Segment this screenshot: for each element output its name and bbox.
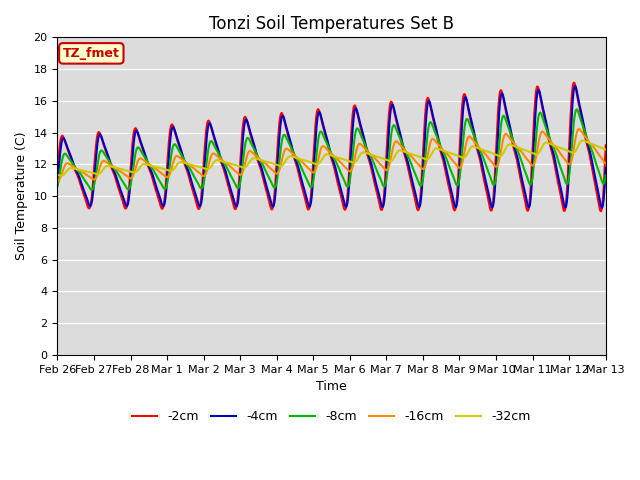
-16cm xyxy=(430,136,438,142)
-16cm xyxy=(491,163,499,169)
-2cm xyxy=(602,143,609,148)
-16cm xyxy=(295,157,303,163)
-4cm xyxy=(275,138,283,144)
-2cm xyxy=(275,123,283,129)
-8cm xyxy=(54,183,61,189)
-16cm xyxy=(275,168,283,174)
-32cm xyxy=(110,165,118,170)
-32cm xyxy=(482,148,490,154)
-8cm xyxy=(492,179,499,184)
-2cm xyxy=(295,171,303,177)
-8cm xyxy=(482,161,490,167)
-4cm xyxy=(491,188,499,193)
Line: -32cm: -32cm xyxy=(58,141,605,176)
-8cm xyxy=(296,160,303,166)
-2cm xyxy=(597,208,605,214)
-2cm xyxy=(54,169,61,175)
-32cm xyxy=(54,172,61,178)
-8cm xyxy=(573,107,580,112)
-32cm xyxy=(492,152,499,157)
X-axis label: Time: Time xyxy=(316,380,347,393)
-8cm xyxy=(276,155,284,161)
-32cm xyxy=(296,156,303,162)
-32cm xyxy=(276,163,284,168)
Line: -16cm: -16cm xyxy=(58,129,605,180)
-16cm xyxy=(109,164,117,170)
-8cm xyxy=(110,166,118,171)
-4cm xyxy=(602,165,609,170)
-32cm xyxy=(58,173,65,179)
-4cm xyxy=(481,175,489,180)
Legend: -2cm, -4cm, -8cm, -16cm, -32cm: -2cm, -4cm, -8cm, -16cm, -32cm xyxy=(127,405,536,428)
-8cm xyxy=(431,128,438,133)
-8cm xyxy=(602,172,609,178)
Line: -8cm: -8cm xyxy=(58,109,605,190)
-4cm xyxy=(598,205,605,211)
-32cm xyxy=(602,147,609,153)
-16cm xyxy=(481,151,489,156)
-2cm xyxy=(430,119,438,125)
-4cm xyxy=(109,167,117,173)
Line: -4cm: -4cm xyxy=(58,86,605,208)
Text: TZ_fmet: TZ_fmet xyxy=(63,47,120,60)
-16cm xyxy=(54,178,61,183)
-4cm xyxy=(571,83,579,89)
-16cm xyxy=(575,126,582,132)
-32cm xyxy=(431,146,438,152)
-4cm xyxy=(54,181,61,187)
-2cm xyxy=(491,172,499,178)
-16cm xyxy=(602,160,609,166)
Title: Tonzi Soil Temperatures Set B: Tonzi Soil Temperatures Set B xyxy=(209,15,454,33)
Y-axis label: Soil Temperature (C): Soil Temperature (C) xyxy=(15,132,28,260)
Line: -2cm: -2cm xyxy=(58,83,605,211)
-4cm xyxy=(430,117,438,122)
-4cm xyxy=(295,167,303,172)
-8cm xyxy=(88,187,96,192)
-2cm xyxy=(481,181,489,187)
-2cm xyxy=(570,80,578,85)
-2cm xyxy=(109,169,117,175)
-32cm xyxy=(579,138,586,144)
